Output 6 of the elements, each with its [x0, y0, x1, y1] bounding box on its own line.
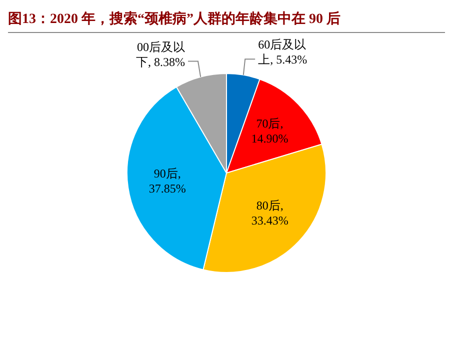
slice-label: 80后, 33.43% — [251, 198, 288, 228]
slice-label: 60后及以上, 5.43% — [258, 38, 308, 67]
chart-title: 图13：2020 年，搜索“颈椎病”人群的年龄集中在 90 后 — [8, 8, 445, 33]
slice-label: 90后, 37.85% — [148, 166, 186, 196]
slice-label: 70后, 14.90% — [251, 116, 288, 146]
slice-label: 00后及以下, 8.38% — [136, 40, 185, 69]
